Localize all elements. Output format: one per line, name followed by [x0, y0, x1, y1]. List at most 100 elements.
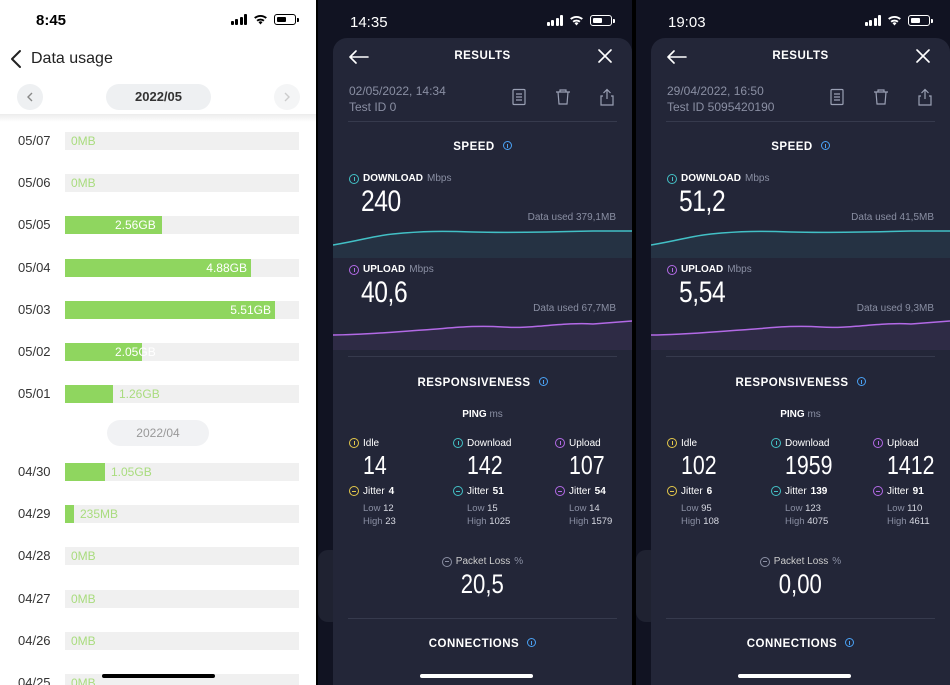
info-icon[interactable] — [527, 638, 537, 647]
download-jitter: 139 — [810, 485, 828, 497]
packet-loss-value: 20,5 — [460, 569, 505, 599]
upload-ping-value: 107 — [569, 450, 605, 480]
high-label: High — [681, 516, 701, 527]
download-jitter: 51 — [492, 485, 504, 497]
connections-section-title[interactable]: CONNECTIONS — [333, 638, 632, 650]
jitter-icon — [453, 486, 463, 496]
usage-row: 05/02 2.05GB — [0, 343, 316, 385]
speed-section-title: SPEED — [651, 141, 950, 153]
usage-date: 04/30 — [18, 464, 51, 479]
download-value: 240 — [361, 185, 401, 218]
connections-title: CONNECTIONS — [746, 638, 838, 650]
usage-bar-track: 0MB — [65, 174, 299, 192]
usage-row: 05/07 0MB — [0, 132, 316, 174]
upload-label-text: UPLOAD — [363, 264, 406, 275]
download-value: 51,2 — [679, 185, 726, 218]
upload-data-used: Data used 67,7MB — [533, 303, 616, 314]
divider — [666, 618, 935, 619]
signal-icon — [864, 15, 881, 26]
ping-upload: Upload 107 Jitter 54 Low 14 High 1579 — [555, 437, 632, 528]
usage-value: 235MB — [80, 507, 119, 521]
download-high: 1025 — [489, 516, 511, 527]
home-indicator — [420, 674, 533, 678]
low-label: Low — [681, 503, 699, 514]
ping-unit: ms — [807, 409, 821, 420]
packet-loss: Packet Loss% 0,00 — [651, 556, 950, 600]
packet-loss-icon — [441, 556, 452, 567]
idle-high: 108 — [703, 516, 720, 527]
download-ping-value: 142 — [467, 450, 503, 480]
divider — [348, 121, 617, 122]
usage-date: 05/04 — [18, 260, 51, 275]
jitter-label: Jitter — [785, 485, 807, 497]
status-bar: 8:45 — [0, 0, 316, 40]
chevron-left-icon — [27, 92, 33, 102]
back-arrow-icon[interactable] — [349, 50, 369, 64]
idle-icon — [349, 438, 359, 448]
ping-heading: PING ms — [651, 409, 950, 420]
signal-icon — [546, 15, 563, 26]
details-icon[interactable] — [510, 88, 528, 106]
idle-label: Idle — [681, 437, 698, 449]
close-icon[interactable] — [598, 49, 612, 63]
share-icon[interactable] — [598, 88, 616, 106]
idle-jitter: 4 — [388, 485, 395, 497]
info-icon[interactable] — [820, 141, 830, 150]
info-icon[interactable] — [845, 638, 855, 647]
download-ping-label: Download — [785, 437, 830, 449]
download-label: DOWNLOAD Mbps — [349, 173, 451, 184]
results-card: RESULTS 02/05/2022, 14:34 Test ID 0 SPEE… — [333, 38, 632, 685]
trash-icon[interactable] — [554, 88, 572, 106]
upload-jitter: 91 — [912, 485, 924, 497]
ping-unit: ms — [489, 409, 503, 420]
ping-download: Download 1959 Jitter 139 Low 123 High 4075 — [771, 437, 871, 528]
usage-date: 05/07 — [18, 133, 51, 148]
connections-section-title[interactable]: CONNECTIONS — [651, 638, 950, 650]
prev-month-button[interactable] — [17, 84, 43, 110]
upload-ping-label: Upload — [569, 437, 601, 449]
idle-low: 12 — [383, 503, 394, 514]
current-month[interactable]: 2022/05 — [106, 84, 211, 110]
info-icon[interactable] — [502, 141, 512, 150]
usage-value: 2.05GB — [115, 345, 156, 359]
battery-icon — [590, 15, 615, 26]
jitter-label: Jitter — [363, 485, 385, 497]
usage-bar-track: 2.56GB — [65, 216, 299, 234]
usage-bar — [65, 385, 113, 403]
download-low: 15 — [487, 503, 498, 514]
download-icon — [667, 173, 677, 184]
ping-idle: Idle 102 Jitter 6 Low 95 High 108 — [667, 437, 767, 528]
header-shadow — [0, 114, 316, 122]
share-icon[interactable] — [916, 88, 934, 106]
download-speed-graph — [333, 230, 632, 258]
usage-row: 04/27 0MB — [0, 590, 316, 632]
trash-icon[interactable] — [872, 88, 890, 106]
divider — [348, 356, 617, 357]
divider — [348, 618, 617, 619]
usage-date: 05/05 — [18, 217, 51, 232]
packet-loss-icon — [759, 556, 770, 567]
ping-heading: PING ms — [333, 409, 632, 420]
usage-bar-track: 0MB — [65, 674, 299, 685]
upload-speed-graph — [333, 320, 632, 350]
info-icon[interactable] — [856, 377, 866, 386]
speedtest-screen-2: 19:03 RESULTS 29/04/2022, 16:50 Test ID … — [636, 0, 950, 685]
usage-bar — [65, 301, 275, 319]
next-month-button[interactable] — [274, 84, 300, 110]
details-icon[interactable] — [828, 88, 846, 106]
usage-date: 05/02 — [18, 344, 51, 359]
battery-icon — [908, 15, 933, 26]
usage-value: 0MB — [71, 176, 96, 190]
upload-high: 4611 — [909, 516, 930, 527]
usage-value: 2.56GB — [115, 218, 156, 232]
close-icon[interactable] — [916, 49, 930, 63]
back-arrow-icon[interactable] — [667, 50, 687, 64]
usage-bar — [65, 463, 105, 481]
upload-unit: Mbps — [409, 264, 434, 275]
upload-ping-label: Upload — [887, 437, 919, 449]
responsiveness-section-title: RESPONSIVENESS — [333, 377, 632, 389]
upload-jitter: 54 — [594, 485, 606, 497]
ping-idle: Idle 14 Jitter 4 Low 12 High 23 — [349, 437, 449, 528]
back-icon[interactable] — [10, 49, 22, 69]
info-icon[interactable] — [538, 377, 548, 386]
